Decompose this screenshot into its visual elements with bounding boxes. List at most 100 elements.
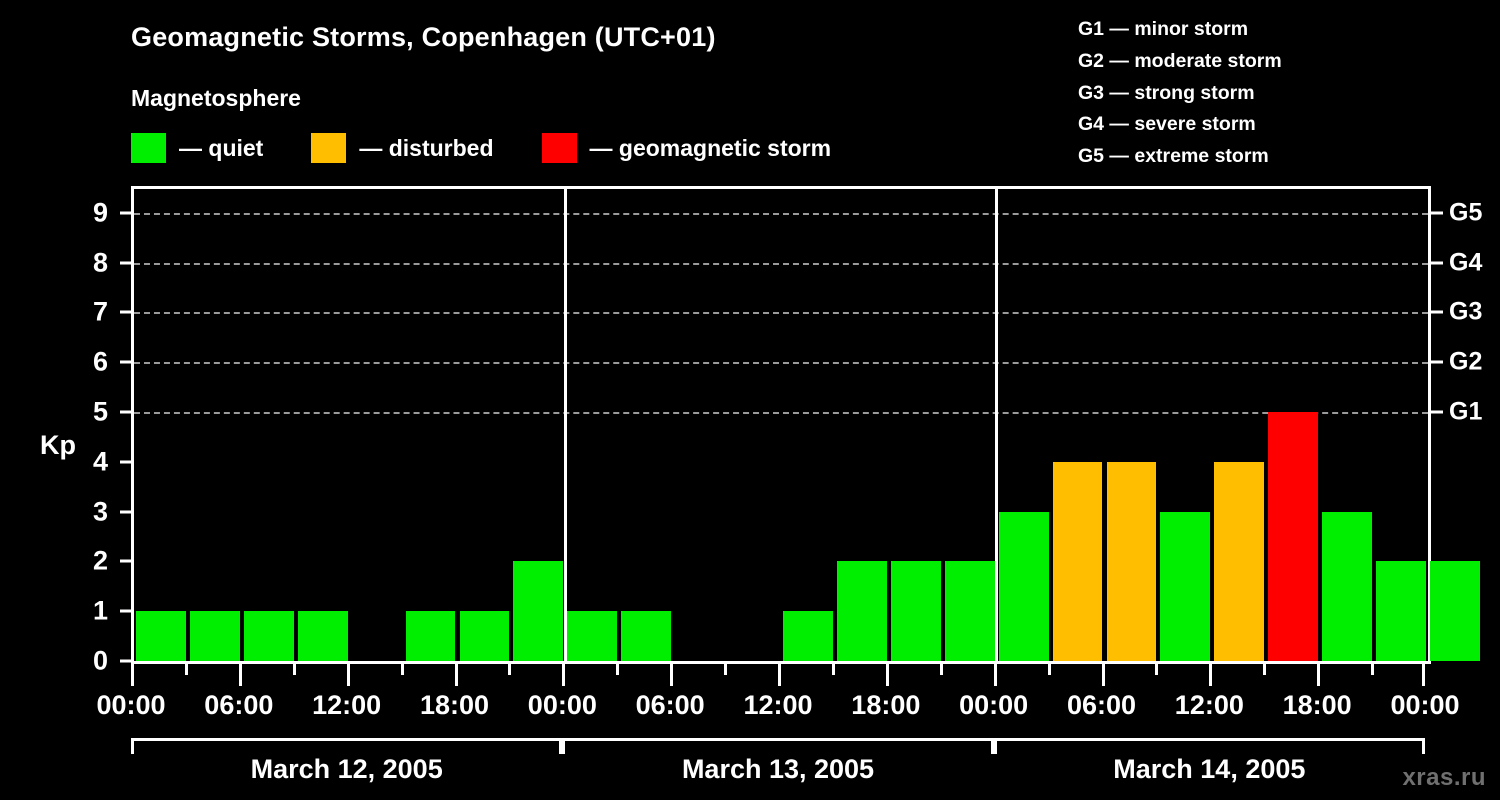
legend-label-geomagnetic-storm: — geomagnetic storm — [589, 134, 832, 161]
x-tick-7 — [508, 664, 512, 675]
legend-swatch-quiet — [131, 133, 166, 163]
x-tick-13 — [831, 664, 835, 675]
y-axis-label: Kp — [40, 430, 76, 460]
bar — [1160, 511, 1211, 661]
g-tick-5 — [1431, 410, 1443, 414]
legend-label-quiet: — quiet — [179, 134, 264, 161]
x-tick-3 — [292, 664, 296, 675]
y-tick-label-2: 2 — [92, 545, 108, 576]
x-tick-label-7: 18:00 — [851, 690, 921, 720]
g-tick-8 — [1431, 261, 1443, 265]
y-tick-0 — [120, 659, 131, 663]
bar — [890, 561, 941, 661]
page-title: Geomagnetic Storms, Copenhagen (UTC+01) — [131, 22, 716, 52]
x-tick-label-11: 18:00 — [1282, 690, 1352, 720]
x-tick-8 — [562, 664, 566, 686]
bar-series — [134, 188, 1480, 661]
x-tick-1 — [184, 664, 188, 675]
x-tick-2 — [238, 664, 242, 686]
g-tick-label-G4: G4 — [1449, 248, 1483, 277]
bar — [1106, 461, 1157, 661]
x-tick-17 — [1047, 664, 1051, 675]
chart-subtitle: Magnetosphere — [131, 85, 301, 111]
g-scale-line-5: G5 — extreme storm — [1078, 145, 1269, 168]
x-tick-12 — [778, 664, 781, 686]
bar — [1052, 461, 1103, 661]
day-separator-2 — [995, 188, 999, 661]
y-tick-8 — [120, 261, 131, 265]
gridline-kp-8 — [134, 262, 1428, 265]
x-tick-16 — [993, 664, 997, 686]
y-tick-5 — [120, 410, 131, 414]
y-tick-label-9: 9 — [92, 197, 108, 228]
bar — [1268, 412, 1319, 661]
legend-label-disturbed: — disturbed — [359, 134, 494, 161]
legend-item-geomagnetic-storm: — geomagnetic storm — [541, 133, 832, 163]
bar — [1430, 561, 1480, 661]
x-tick-label-4: 00:00 — [527, 690, 597, 720]
x-tick-5 — [400, 664, 404, 675]
g-scale-line-3: G3 — strong storm — [1078, 81, 1255, 104]
y-tick-label-0: 0 — [92, 645, 108, 676]
y-tick-1 — [120, 609, 131, 613]
y-tick-label-8: 8 — [92, 247, 108, 278]
g-tick-6 — [1431, 360, 1443, 364]
x-tick-6 — [454, 664, 458, 686]
y-tick-label-4: 4 — [92, 446, 108, 477]
x-tick-label-10: 12:00 — [1174, 690, 1244, 720]
legend: — quiet — disturbed — geomagnetic storm — [131, 133, 879, 163]
chart-plot-area — [131, 188, 1480, 661]
x-tick-23 — [1371, 664, 1375, 675]
x-tick-label-1: 06:00 — [204, 690, 274, 720]
legend-item-disturbed: — disturbed — [311, 133, 494, 163]
y-tick-9 — [120, 211, 131, 215]
g-tick-label-G3: G3 — [1449, 297, 1483, 326]
gridline-kp-6 — [134, 362, 1428, 365]
x-tick-label-5: 06:00 — [635, 690, 705, 720]
x-tick-label-6: 12:00 — [743, 690, 813, 720]
day-separator-1 — [563, 188, 567, 661]
day-bracket-3 — [993, 738, 1425, 754]
g-scale-line-2: G2 — moderate storm — [1078, 49, 1282, 72]
g-tick-9 — [1431, 211, 1443, 215]
bar — [189, 611, 240, 661]
bar — [459, 611, 510, 661]
y-tick-3 — [120, 510, 131, 514]
x-tick-24 — [1422, 664, 1425, 686]
bar — [567, 611, 618, 661]
bar — [944, 561, 995, 661]
x-tick-label-3: 18:00 — [419, 690, 490, 720]
gridline-kp-7 — [134, 312, 1428, 315]
bar — [513, 561, 564, 661]
plot-bottom-border — [131, 661, 1431, 664]
day-bracket-2 — [562, 738, 994, 754]
y-tick-label-6: 6 — [92, 346, 108, 377]
g-tick-label-G2: G2 — [1449, 347, 1483, 376]
x-tick-20 — [1209, 664, 1213, 686]
x-tick-22 — [1317, 664, 1321, 686]
bar — [621, 611, 672, 661]
x-tick-label-8: 00:00 — [959, 690, 1029, 720]
y-tick-label-3: 3 — [92, 496, 108, 527]
y-tick-label-1: 1 — [92, 595, 108, 626]
day-label-3: March 14, 2005 — [1113, 754, 1306, 784]
x-tick-label-2: 12:00 — [312, 690, 382, 720]
x-tick-10 — [670, 664, 674, 686]
x-tick-0 — [131, 664, 134, 686]
gridline-kp-9 — [134, 212, 1428, 215]
g-tick-7 — [1431, 310, 1443, 314]
bar — [783, 611, 833, 661]
bar — [243, 611, 294, 661]
x-tick-15 — [939, 664, 943, 675]
legend-swatch-disturbed — [311, 133, 347, 163]
bar — [405, 611, 456, 661]
bar — [1322, 511, 1373, 661]
legend-item-quiet: — quiet — [131, 133, 263, 163]
x-tick-4 — [346, 664, 350, 686]
g-scale-line-4: G4 — severe storm — [1078, 113, 1256, 136]
plot-top-border — [131, 186, 1431, 189]
bar — [836, 561, 887, 661]
day-bracket-1 — [131, 738, 563, 754]
y-tick-label-5: 5 — [92, 396, 108, 427]
g-scale-legend: G1 — minor storm G2 — moderate storm G3 — … — [1078, 14, 1282, 173]
